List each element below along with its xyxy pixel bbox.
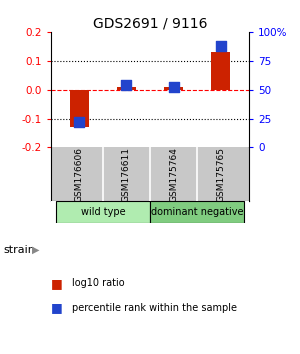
Bar — [56, 201, 150, 223]
Text: GSM176606: GSM176606 — [75, 147, 84, 202]
Text: ▶: ▶ — [32, 245, 39, 255]
Point — [77, 119, 82, 125]
Text: log10 ratio: log10 ratio — [72, 278, 124, 288]
Text: GSM175765: GSM175765 — [216, 147, 225, 202]
Text: wild type: wild type — [80, 207, 125, 217]
Text: GSM176611: GSM176611 — [122, 147, 131, 202]
Text: dominant negative: dominant negative — [151, 207, 243, 217]
Bar — [211, 52, 230, 90]
Bar — [164, 87, 183, 90]
Text: GSM175764: GSM175764 — [169, 147, 178, 201]
Title: GDS2691 / 9116: GDS2691 / 9116 — [93, 17, 207, 31]
Bar — [150, 201, 244, 223]
Text: ■: ■ — [51, 302, 63, 314]
Point — [171, 85, 176, 90]
Bar — [70, 90, 89, 127]
Point — [218, 43, 223, 48]
Text: ■: ■ — [51, 277, 63, 290]
Text: percentile rank within the sample: percentile rank within the sample — [72, 303, 237, 313]
Text: strain: strain — [3, 245, 35, 255]
Point — [124, 82, 129, 88]
Bar — [117, 87, 136, 90]
